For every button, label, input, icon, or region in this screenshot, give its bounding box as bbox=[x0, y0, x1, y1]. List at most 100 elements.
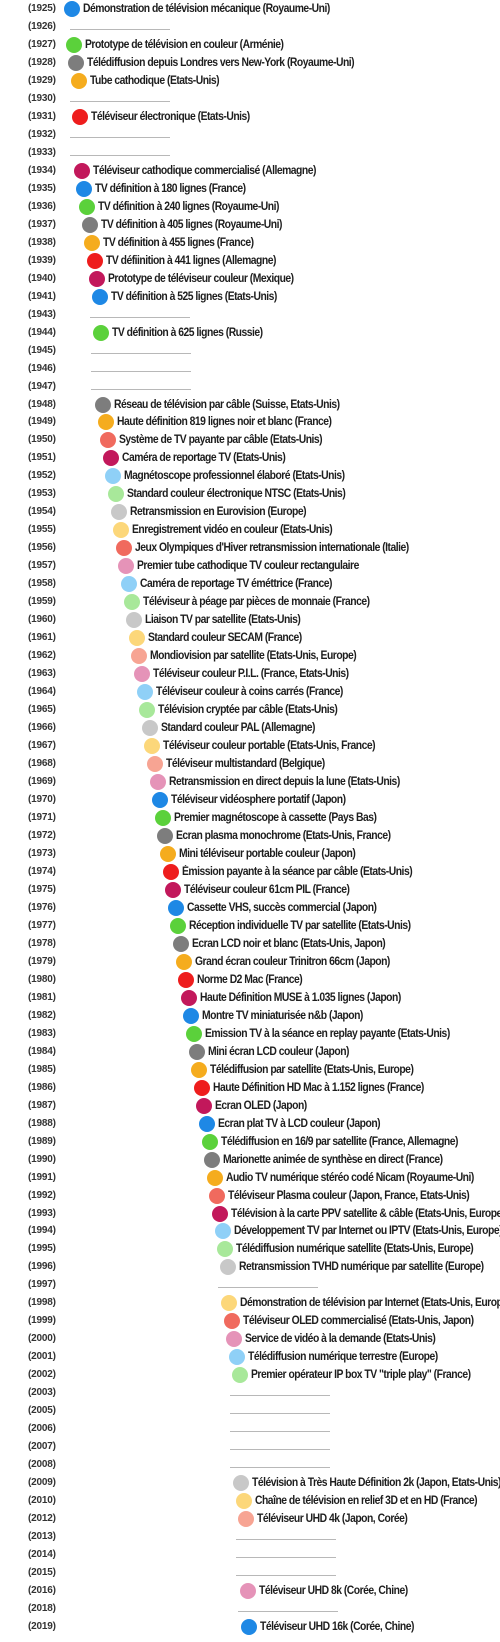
year-label: (1926) bbox=[28, 20, 56, 32]
timeline-event: Standard couleur SECAM (France) bbox=[128, 629, 319, 647]
year-label: (2009) bbox=[28, 1477, 56, 1489]
timeline-event: Téléviseur à péage par pièces de monnaie… bbox=[123, 593, 395, 611]
timeline-event: Premier tube cathodique TV couleur recta… bbox=[118, 557, 383, 575]
event-dot bbox=[113, 522, 130, 539]
timeline-event: Retransmission en direct depuis la lune … bbox=[149, 773, 425, 791]
timeline-event: Télévision cryptée par câble (Etats-Unis… bbox=[139, 701, 357, 719]
event-dot bbox=[120, 576, 137, 593]
year-label: (1965) bbox=[28, 704, 56, 716]
event-label: Développement TV par Internet ou IPTV (E… bbox=[233, 1225, 500, 1238]
year-label: (1949) bbox=[28, 416, 56, 428]
event-dot bbox=[170, 917, 187, 934]
year-label: (2001) bbox=[28, 1351, 56, 1363]
event-dot bbox=[100, 432, 117, 449]
event-label: Premier magnétoscope à cassette (Pays Ba… bbox=[173, 812, 377, 824]
timeline-event: Standard couleur électronique NTSC (Etat… bbox=[107, 485, 370, 503]
year-rule bbox=[91, 370, 192, 372]
event-label: Téléviseur OLED commercialisé (Etats-Uni… bbox=[242, 1315, 474, 1328]
timeline-event: Prototype de téléviseur couleur (Mexique… bbox=[89, 270, 314, 288]
event-label: TV définition à 455 lignes (France) bbox=[103, 236, 254, 249]
event-label: Téléviseur UHD 4k (Japon, Corée) bbox=[257, 1513, 408, 1526]
year-label: (1967) bbox=[28, 740, 56, 752]
event-label: Premier opérateur IP box TV "triple play… bbox=[250, 1369, 471, 1382]
timeline-event: Caméra de reportage TV (Etats-Unis) bbox=[102, 449, 303, 467]
timeline-event: TV définition à 625 lignes (Russie) bbox=[93, 324, 279, 342]
event-label: Standard couleur SECAM (France) bbox=[147, 632, 302, 645]
event-dot bbox=[238, 1511, 255, 1528]
year-label: (1986) bbox=[28, 1081, 56, 1093]
event-dot bbox=[162, 863, 179, 880]
event-dot bbox=[97, 414, 114, 431]
event-label: Réception individuelle TV par satellite … bbox=[189, 919, 411, 932]
year-label: (1929) bbox=[28, 74, 56, 86]
event-label: Chaîne de télévision en relief 3D et en … bbox=[254, 1495, 478, 1508]
event-dot bbox=[73, 162, 90, 179]
year-label: (2013) bbox=[28, 1531, 56, 1543]
timeline-event: Télédiffusion par satellite (Etats-Unis,… bbox=[191, 1061, 436, 1079]
event-label: Ecran plat TV à LCD couleur (Japon) bbox=[217, 1117, 381, 1130]
event-dot bbox=[94, 396, 111, 413]
event-label: Jeux Olympiques d'Hiver retransmission i… bbox=[134, 542, 409, 555]
year-label: (1974) bbox=[28, 865, 56, 877]
event-label: Caméra de reportage TV (Etats-Unis) bbox=[121, 452, 286, 465]
year-label: (1930) bbox=[28, 92, 56, 104]
event-dot bbox=[191, 1061, 208, 1078]
timeline-event: Téléviseur couleur portable (Etats-Unis,… bbox=[144, 737, 399, 755]
event-dot bbox=[180, 989, 197, 1006]
event-dot bbox=[141, 720, 158, 737]
event-label: TV définition à 240 lignes (Royaume-Uni) bbox=[97, 200, 279, 213]
event-dot bbox=[231, 1367, 248, 1384]
year-rule bbox=[70, 154, 171, 156]
event-dot bbox=[65, 36, 82, 53]
event-dot bbox=[149, 774, 166, 791]
event-dot bbox=[229, 1349, 245, 1366]
timeline-event: Marionette animée de synthèse en direct … bbox=[204, 1151, 467, 1169]
timeline-event: Démonstration de télévision mécanique (R… bbox=[64, 0, 357, 18]
event-dot bbox=[241, 1619, 258, 1635]
event-label: Mini écran LCD couleur (Japon) bbox=[207, 1045, 349, 1058]
year-label: (2019) bbox=[28, 1621, 56, 1632]
year-label: (1935) bbox=[28, 182, 56, 194]
year-label: (1975) bbox=[28, 883, 56, 895]
year-label: (1964) bbox=[28, 686, 56, 698]
event-dot bbox=[131, 648, 148, 665]
event-label: Téléviseur vidéosphere portatif (Japon) bbox=[171, 794, 346, 807]
event-label: Montre TV miniaturisée n&b (Japon) bbox=[202, 1009, 364, 1022]
event-dot bbox=[211, 1205, 228, 1222]
event-dot bbox=[226, 1331, 243, 1348]
event-dot bbox=[233, 1475, 250, 1492]
year-label: (1969) bbox=[28, 776, 56, 788]
year-rule bbox=[229, 1431, 330, 1433]
event-label: TV définition à 525 lignes (Etats-Unis) bbox=[110, 290, 277, 303]
timeline-event: Standard couleur PAL (Allemagne) bbox=[141, 719, 332, 737]
year-label: (1932) bbox=[28, 128, 56, 140]
year-rule bbox=[237, 1611, 338, 1613]
event-label: Norme D2 Mac (France) bbox=[197, 973, 303, 986]
year-label: (1994) bbox=[28, 1225, 56, 1237]
event-label: Enregistrement vidéo en couleur (Etats-U… bbox=[132, 524, 333, 537]
year-label: (1945) bbox=[28, 344, 56, 356]
year-rule bbox=[229, 1395, 330, 1397]
year-label: (1960) bbox=[28, 614, 56, 626]
event-dot bbox=[188, 1043, 205, 1060]
event-dot bbox=[93, 324, 110, 341]
year-label: (1946) bbox=[28, 362, 56, 374]
event-dot bbox=[107, 486, 124, 503]
event-dot bbox=[214, 1223, 231, 1240]
event-label: Téléviseur UHD 16k (Corée, Chine) bbox=[260, 1621, 415, 1633]
year-rule bbox=[89, 316, 190, 318]
year-label: (1940) bbox=[28, 272, 56, 284]
event-label: Emission TV à la séance en replay payant… bbox=[204, 1027, 450, 1040]
year-label: (1933) bbox=[28, 146, 56, 158]
timeline-event: Retransmission en Eurovision (Europe) bbox=[110, 503, 326, 521]
year-label: (1961) bbox=[28, 632, 56, 644]
timeline-event: Magnétoscope professionnel élaboré (Etat… bbox=[105, 467, 369, 485]
timeline-event: TV défiinition à 441 lignes (Allemagne) bbox=[86, 252, 295, 270]
year-rule bbox=[70, 28, 170, 30]
year-label: (1989) bbox=[28, 1135, 56, 1147]
year-rule bbox=[229, 1449, 330, 1451]
event-label: Haute définition 819 lignes noir et blan… bbox=[116, 416, 332, 429]
timeline-event: Réception individuelle TV par satellite … bbox=[170, 917, 435, 935]
event-dot bbox=[78, 198, 95, 215]
year-rule bbox=[70, 100, 170, 102]
